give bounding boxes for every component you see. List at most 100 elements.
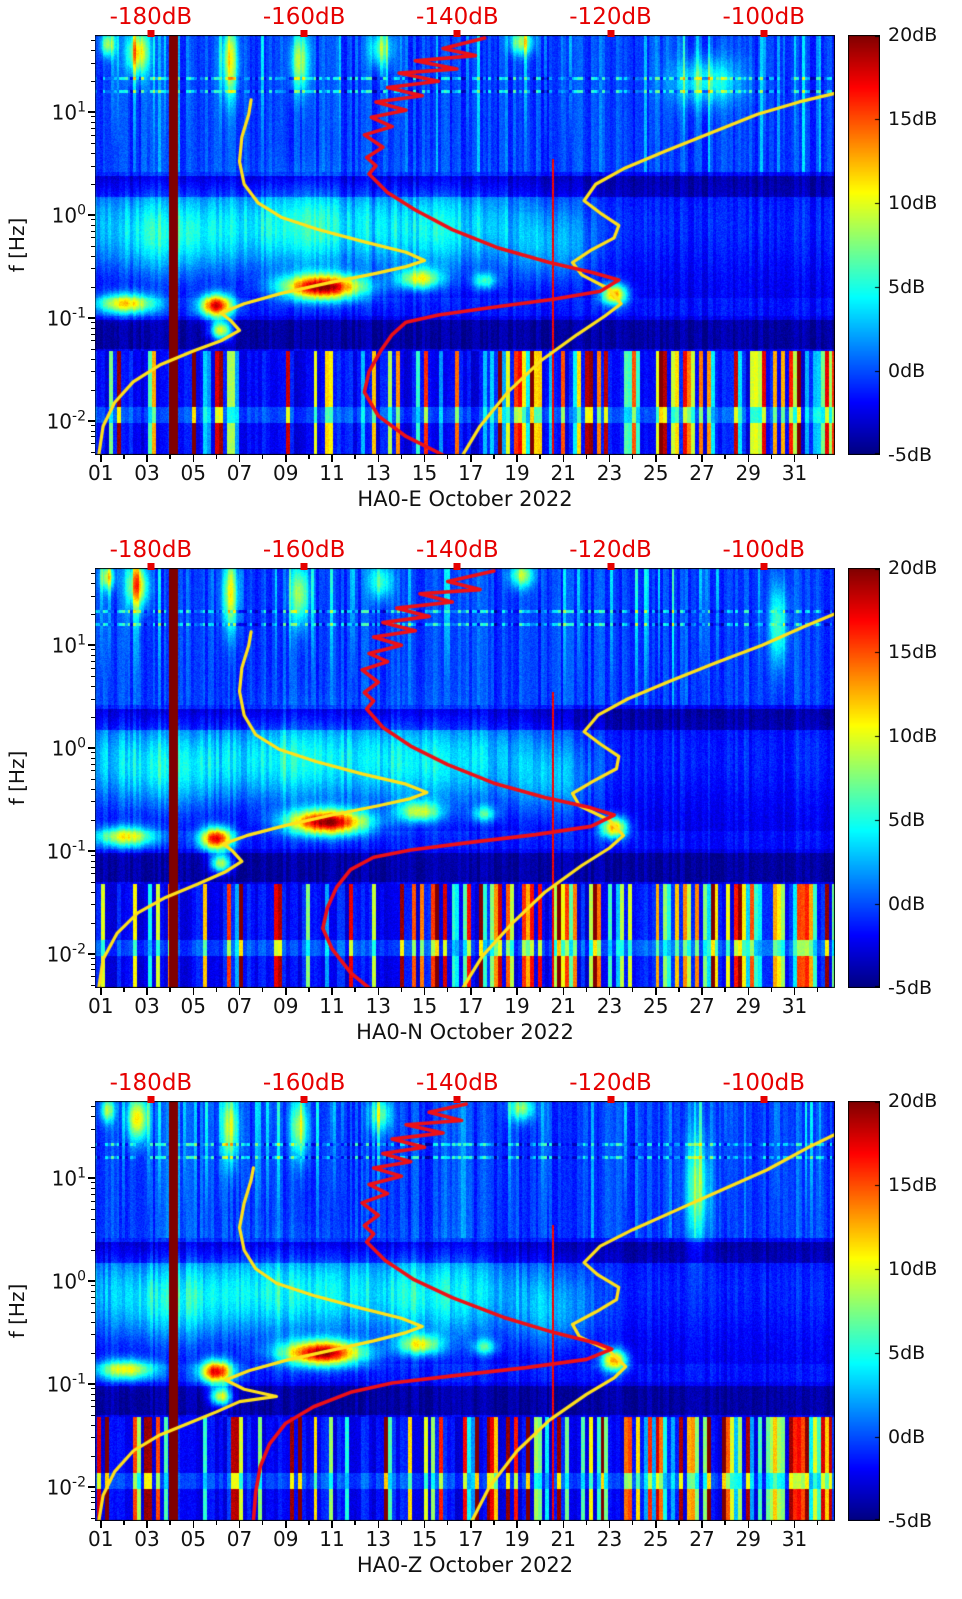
x-tick-label: 07 [226, 461, 253, 485]
y-minor-tick [91, 667, 95, 669]
y-minor-tick [91, 451, 95, 453]
x-minor-tick [354, 988, 356, 992]
x-major-tick [146, 1521, 148, 1528]
x-major-tick [608, 988, 611, 995]
x-major-tick [331, 455, 333, 462]
x-tick-label: 15 [411, 994, 438, 1018]
x-minor-tick [631, 455, 634, 459]
x-minor-tick [816, 1521, 819, 1525]
x-major-tick [470, 988, 472, 995]
panel-title: HA0-N October 2022 [356, 1020, 574, 1044]
y-minor-tick [91, 716, 95, 718]
x-tick-label: 29 [735, 461, 762, 485]
y-minor-tick [91, 49, 95, 51]
top-db-tick-marker [760, 563, 768, 570]
y-minor-tick [91, 127, 95, 129]
x-minor-tick [724, 988, 726, 992]
x-minor-tick [678, 455, 680, 459]
top-db-label: -160dB [262, 1070, 346, 1096]
x-tick-label: 25 [643, 994, 669, 1018]
y-minor-tick [91, 654, 95, 656]
x-major-tick [747, 988, 750, 995]
x-minor-tick [539, 988, 541, 992]
y-minor-tick [91, 425, 95, 427]
x-tick-label: 01 [88, 1527, 114, 1551]
x-major-tick [470, 455, 472, 462]
top-db-label: -140dB [416, 1070, 499, 1096]
y-minor-tick [91, 436, 95, 438]
top-db-label: -160dB [262, 4, 346, 30]
colorbar-tick-label: 10dB [888, 192, 938, 214]
y-minor-tick [91, 1352, 95, 1354]
colorbar-tick-label: 20dB [888, 557, 938, 579]
y-minor-tick [91, 1296, 95, 1298]
y-minor-tick [91, 1455, 95, 1457]
y-minor-tick [91, 39, 95, 41]
y-major-tick [88, 111, 95, 113]
top-db-label: -100dB [722, 537, 806, 563]
y-minor-tick [91, 904, 95, 906]
x-tick-label: 13 [365, 994, 392, 1018]
top-db-label: -140dB [416, 537, 499, 563]
y-minor-tick [91, 860, 95, 862]
y-major-tick [88, 317, 95, 319]
x-tick-label: 05 [180, 1527, 207, 1551]
colorbar-tick-label: 0dB [888, 360, 926, 382]
y-tick-label: 101 [51, 99, 86, 125]
x-tick-label: 13 [365, 461, 392, 485]
y-minor-tick [91, 757, 95, 759]
y-minor-tick [91, 142, 95, 144]
x-major-tick [516, 1521, 518, 1528]
colorbar-tick-label: 15dB [888, 108, 938, 130]
y-minor-tick [91, 1334, 95, 1336]
x-tick-label: 17 [458, 461, 484, 485]
x-tick-label: 31 [781, 461, 808, 485]
y-tick-label: 10-2 [46, 1474, 86, 1500]
x-minor-tick [308, 988, 310, 992]
top-db-tick-marker [300, 1096, 308, 1103]
x-major-tick [192, 1521, 195, 1528]
y-minor-tick [91, 976, 95, 978]
y-minor-tick [91, 327, 95, 329]
y-minor-tick [91, 230, 95, 232]
y-minor-tick [91, 770, 95, 772]
x-major-tick [747, 1521, 750, 1528]
x-minor-tick [261, 455, 264, 459]
x-tick-label: 19 [504, 1527, 530, 1551]
y-minor-tick [91, 152, 95, 154]
y-minor-tick [91, 1290, 95, 1292]
y-minor-tick [91, 1388, 95, 1390]
top-db-label: -160dB [262, 537, 346, 563]
top-db-tick-marker [607, 1096, 615, 1103]
x-minor-tick [400, 1521, 403, 1525]
x-minor-tick [354, 1521, 356, 1525]
colorbar-tick-label: 15dB [888, 641, 938, 663]
x-major-tick [377, 455, 380, 462]
y-minor-tick [91, 675, 95, 677]
y-minor-tick [91, 1218, 95, 1220]
x-tick-label: 11 [319, 1527, 345, 1551]
colorbar-tick-label: 15dB [888, 1174, 938, 1196]
y-minor-tick [91, 1311, 95, 1313]
spectrogram-canvas [95, 568, 835, 988]
y-minor-tick [91, 958, 95, 960]
top-db-label: -120dB [569, 1070, 652, 1096]
spectrogram-canvas [95, 1101, 835, 1521]
x-minor-tick [631, 988, 634, 992]
y-tick-label: 10-1 [46, 838, 86, 864]
y-minor-tick [91, 582, 95, 584]
plot-area [95, 1101, 835, 1521]
y-minor-tick [91, 763, 95, 765]
y-minor-tick [91, 881, 95, 883]
colorbar [848, 1101, 880, 1521]
x-tick-label: 05 [180, 994, 207, 1018]
y-minor-tick [91, 969, 95, 971]
x-minor-tick [631, 1521, 634, 1525]
x-tick-label: 27 [689, 994, 715, 1018]
y-minor-tick [91, 1321, 95, 1323]
x-minor-tick [446, 988, 449, 992]
y-minor-tick [91, 219, 95, 221]
y-minor-tick [91, 685, 95, 687]
top-db-tick-marker [147, 563, 155, 570]
x-tick-label: 17 [458, 1527, 484, 1551]
